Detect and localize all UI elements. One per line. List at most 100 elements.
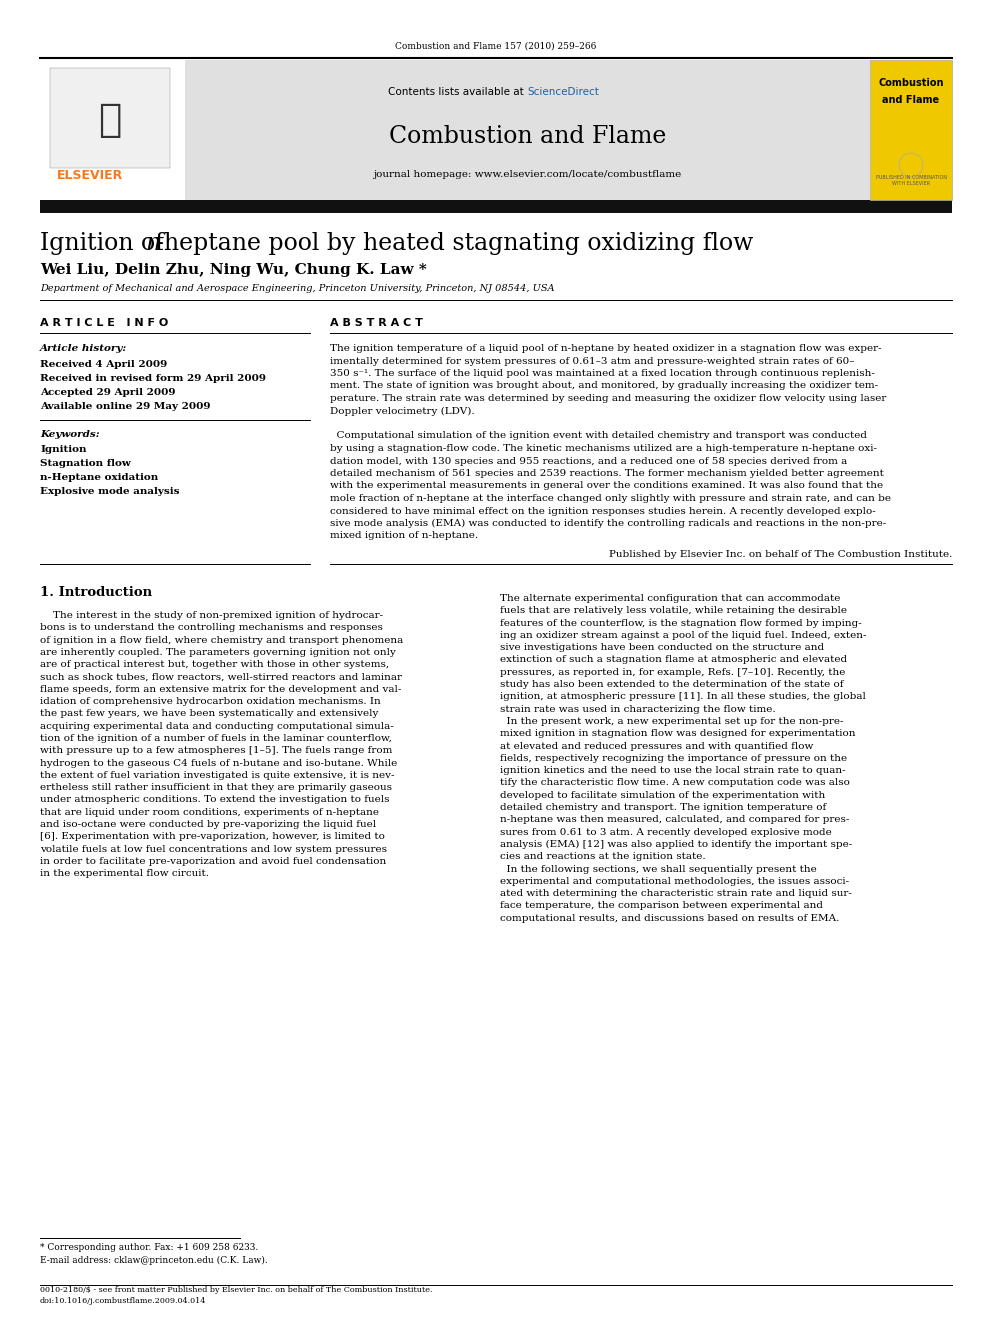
Text: idation of comprehensive hydrocarbon oxidation mechanisms. In: idation of comprehensive hydrocarbon oxi…: [40, 697, 381, 706]
Text: features of the counterflow, is the stagnation flow formed by imping-: features of the counterflow, is the stag…: [500, 619, 862, 627]
Text: mixed ignition of n-heptane.: mixed ignition of n-heptane.: [330, 532, 478, 541]
Text: 350 s⁻¹. The surface of the liquid pool was maintained at a fixed location throu: 350 s⁻¹. The surface of the liquid pool …: [330, 369, 875, 378]
Text: in the experimental flow circuit.: in the experimental flow circuit.: [40, 869, 209, 878]
Text: at elevated and reduced pressures and with quantified flow: at elevated and reduced pressures and wi…: [500, 742, 813, 750]
Text: tify the characteristic flow time. A new computation code was also: tify the characteristic flow time. A new…: [500, 778, 850, 787]
Text: Accepted 29 April 2009: Accepted 29 April 2009: [40, 388, 176, 397]
Text: dation model, with 130 species and 955 reactions, and a reduced one of 58 specie: dation model, with 130 species and 955 r…: [330, 456, 847, 466]
Text: experimental and computational methodologies, the issues associ-: experimental and computational methodolo…: [500, 877, 849, 886]
Text: considered to have minimal effect on the ignition responses studies herein. A re: considered to have minimal effect on the…: [330, 507, 876, 516]
Text: A R T I C L E   I N F O: A R T I C L E I N F O: [40, 318, 169, 328]
Text: in order to facilitate pre-vaporization and avoid fuel condensation: in order to facilitate pre-vaporization …: [40, 857, 386, 867]
Text: mole fraction of n-heptane at the interface changed only slightly with pressure : mole fraction of n-heptane at the interf…: [330, 493, 891, 503]
Text: Article history:: Article history:: [40, 344, 127, 353]
Text: Contents lists available at: Contents lists available at: [389, 87, 528, 97]
Text: are inherently coupled. The parameters governing ignition not only: are inherently coupled. The parameters g…: [40, 648, 396, 658]
Text: In the following sections, we shall sequentially present the: In the following sections, we shall sequ…: [500, 865, 816, 873]
Text: Computational simulation of the ignition event with detailed chemistry and trans: Computational simulation of the ignition…: [330, 431, 867, 441]
Text: ScienceDirect: ScienceDirect: [528, 87, 599, 97]
Text: bons is to understand the controlling mechanisms and responses: bons is to understand the controlling me…: [40, 623, 383, 632]
Text: face temperature, the comparison between experimental and: face temperature, the comparison between…: [500, 901, 823, 910]
Text: ated with determining the characteristic strain rate and liquid sur-: ated with determining the characteristic…: [500, 889, 852, 898]
Text: The alternate experimental configuration that can accommodate: The alternate experimental configuration…: [500, 594, 840, 603]
Text: -heptane pool by heated stagnating oxidizing flow: -heptane pool by heated stagnating oxidi…: [156, 232, 753, 255]
Bar: [185, 60, 870, 200]
Text: Received 4 April 2009: Received 4 April 2009: [40, 360, 168, 369]
Text: The ignition temperature of a liquid pool of n-heptane by heated oxidizer in a s: The ignition temperature of a liquid poo…: [330, 344, 882, 353]
Bar: [40, 200, 952, 213]
Text: that are liquid under room conditions, experiments of n-heptane: that are liquid under room conditions, e…: [40, 808, 379, 816]
Text: by using a stagnation-flow code. The kinetic mechanisms utilized are a high-temp: by using a stagnation-flow code. The kin…: [330, 445, 877, 452]
Text: extinction of such a stagnation flame at atmospheric and elevated: extinction of such a stagnation flame at…: [500, 655, 847, 664]
Text: 0010-2180/$ - see front matter Published by Elsevier Inc. on behalf of The Combu: 0010-2180/$ - see front matter Published…: [40, 1286, 433, 1294]
Text: Combustion and Flame: Combustion and Flame: [389, 124, 667, 148]
Text: are of practical interest but, together with those in other systems,: are of practical interest but, together …: [40, 660, 389, 669]
Text: A B S T R A C T: A B S T R A C T: [330, 318, 423, 328]
Text: perature. The strain rate was determined by seeding and measuring the oxidizer f: perature. The strain rate was determined…: [330, 394, 887, 404]
Text: The interest in the study of non-premixed ignition of hydrocar-: The interest in the study of non-premixe…: [40, 611, 383, 620]
Text: 1. Introduction: 1. Introduction: [40, 586, 152, 599]
Text: imentally determined for system pressures of 0.61–3 atm and pressure-weighted st: imentally determined for system pressure…: [330, 356, 854, 365]
Text: mixed ignition in stagnation flow was designed for experimentation: mixed ignition in stagnation flow was de…: [500, 729, 855, 738]
Text: hydrogen to the gaseous C4 fuels of n-butane and iso-butane. While: hydrogen to the gaseous C4 fuels of n-bu…: [40, 758, 397, 767]
Text: Available online 29 May 2009: Available online 29 May 2009: [40, 402, 210, 411]
Text: ELSEVIER: ELSEVIER: [57, 169, 123, 183]
Text: volatile fuels at low fuel concentrations and low system pressures: volatile fuels at low fuel concentration…: [40, 844, 387, 853]
Text: [6]. Experimentation with pre-vaporization, however, is limited to: [6]. Experimentation with pre-vaporizati…: [40, 832, 385, 841]
Text: the past few years, we have been systematically and extensively: the past few years, we have been systema…: [40, 709, 378, 718]
Bar: [870, 60, 952, 200]
Bar: [50, 67, 170, 168]
Text: Received in revised form 29 April 2009: Received in revised form 29 April 2009: [40, 374, 266, 382]
Text: ing an oxidizer stream against a pool of the liquid fuel. Indeed, exten-: ing an oxidizer stream against a pool of…: [500, 631, 866, 640]
Text: * Corresponding author. Fax: +1 609 258 6233.: * Corresponding author. Fax: +1 609 258 …: [40, 1244, 258, 1252]
Text: pressures, as reported in, for example, Refs. [7–10]. Recently, the: pressures, as reported in, for example, …: [500, 668, 845, 677]
Text: strain rate was used in characterizing the flow time.: strain rate was used in characterizing t…: [500, 705, 776, 713]
Text: with pressure up to a few atmospheres [1–5]. The fuels range from: with pressure up to a few atmospheres [1…: [40, 746, 393, 755]
Text: sures from 0.61 to 3 atm. A recently developed explosive mode: sures from 0.61 to 3 atm. A recently dev…: [500, 828, 831, 836]
Text: ignition kinetics and the need to use the local strain rate to quan-: ignition kinetics and the need to use th…: [500, 766, 845, 775]
Text: flame speeds, form an extensive matrix for the development and val-: flame speeds, form an extensive matrix f…: [40, 685, 402, 693]
Text: sive investigations have been conducted on the structure and: sive investigations have been conducted …: [500, 643, 824, 652]
Text: n-Heptane oxidation: n-Heptane oxidation: [40, 474, 159, 482]
Text: computational results, and discussions based on results of EMA.: computational results, and discussions b…: [500, 914, 839, 923]
Text: ertheless still rather insufficient in that they are primarily gaseous: ertheless still rather insufficient in t…: [40, 783, 392, 792]
Text: cies and reactions at the ignition state.: cies and reactions at the ignition state…: [500, 852, 705, 861]
Text: and Flame: and Flame: [883, 95, 939, 105]
Text: Doppler velocimetry (LDV).: Doppler velocimetry (LDV).: [330, 406, 474, 415]
Text: Combustion: Combustion: [878, 78, 943, 89]
Text: such as shock tubes, flow reactors, well-stirred reactors and laminar: such as shock tubes, flow reactors, well…: [40, 672, 402, 681]
Text: sive mode analysis (EMA) was conducted to identify the controlling radicals and : sive mode analysis (EMA) was conducted t…: [330, 519, 886, 528]
Text: Ignition of: Ignition of: [40, 232, 172, 255]
Text: detailed mechanism of 561 species and 2539 reactions. The former mechanism yield: detailed mechanism of 561 species and 25…: [330, 468, 884, 478]
Text: Wei Liu, Delin Zhu, Ning Wu, Chung K. Law *: Wei Liu, Delin Zhu, Ning Wu, Chung K. La…: [40, 263, 427, 277]
Text: Keywords:: Keywords:: [40, 430, 99, 439]
Text: doi:10.1016/j.combustflame.2009.04.014: doi:10.1016/j.combustflame.2009.04.014: [40, 1297, 206, 1304]
Text: Combustion and Flame 157 (2010) 259–266: Combustion and Flame 157 (2010) 259–266: [396, 42, 596, 52]
Text: and iso-octane were conducted by pre-vaporizing the liquid fuel: and iso-octane were conducted by pre-vap…: [40, 820, 376, 830]
Text: Department of Mechanical and Aerospace Engineering, Princeton University, Prince: Department of Mechanical and Aerospace E…: [40, 284, 555, 292]
Text: the extent of fuel variation investigated is quite extensive, it is nev-: the extent of fuel variation investigate…: [40, 771, 395, 779]
Text: Published by Elsevier Inc. on behalf of The Combustion Institute.: Published by Elsevier Inc. on behalf of …: [609, 550, 952, 560]
Text: Explosive mode analysis: Explosive mode analysis: [40, 487, 180, 496]
Text: tion of the ignition of a number of fuels in the laminar counterflow,: tion of the ignition of a number of fuel…: [40, 734, 392, 744]
Text: journal homepage: www.elsevier.com/locate/combustflame: journal homepage: www.elsevier.com/locat…: [373, 169, 682, 179]
Text: study has also been extended to the determination of the state of: study has also been extended to the dete…: [500, 680, 843, 689]
Text: n-heptane was then measured, calculated, and compared for pres-: n-heptane was then measured, calculated,…: [500, 815, 849, 824]
Text: of ignition in a flow field, where chemistry and transport phenomena: of ignition in a flow field, where chemi…: [40, 635, 404, 644]
Text: detailed chemistry and transport. The ignition temperature of: detailed chemistry and transport. The ig…: [500, 803, 826, 812]
Text: Ignition: Ignition: [40, 445, 86, 454]
Text: fuels that are relatively less volatile, while retaining the desirable: fuels that are relatively less volatile,…: [500, 606, 847, 615]
Text: In the present work, a new experimental set up for the non-pre-: In the present work, a new experimental …: [500, 717, 843, 726]
Text: under atmospheric conditions. To extend the investigation to fuels: under atmospheric conditions. To extend …: [40, 795, 390, 804]
Text: fields, respectively recognizing the importance of pressure on the: fields, respectively recognizing the imp…: [500, 754, 847, 763]
Text: developed to facilitate simulation of the experimentation with: developed to facilitate simulation of th…: [500, 791, 825, 800]
Text: E-mail address: cklaw@princeton.edu (C.K. Law).: E-mail address: cklaw@princeton.edu (C.K…: [40, 1256, 268, 1265]
Text: ment. The state of ignition was brought about, and monitored, by gradually incre: ment. The state of ignition was brought …: [330, 381, 878, 390]
Text: n: n: [145, 232, 161, 255]
Text: 🌲: 🌲: [98, 101, 122, 139]
Text: analysis (EMA) [12] was also applied to identify the important spe-: analysis (EMA) [12] was also applied to …: [500, 840, 852, 849]
Text: with the experimental measurements in general over the conditions examined. It w: with the experimental measurements in ge…: [330, 482, 883, 491]
Bar: [40, 60, 185, 200]
Text: ignition, at atmospheric pressure [11]. In all these studies, the global: ignition, at atmospheric pressure [11]. …: [500, 692, 866, 701]
Text: Stagnation flow: Stagnation flow: [40, 459, 131, 468]
